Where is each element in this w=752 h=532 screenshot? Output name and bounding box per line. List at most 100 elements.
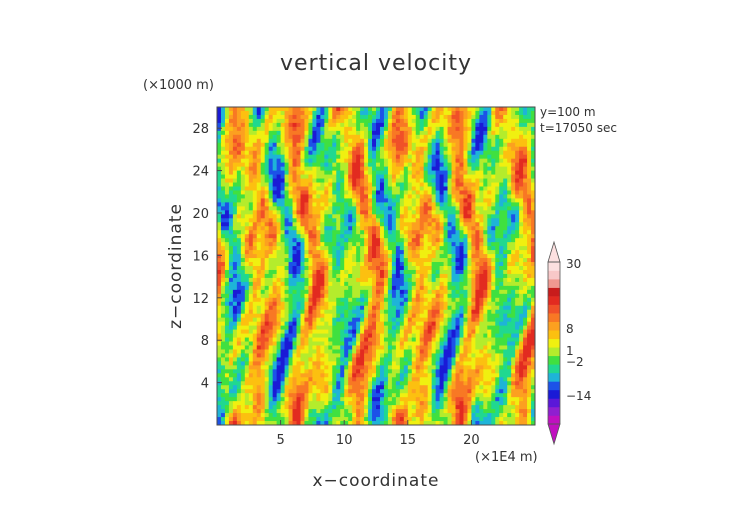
heatmap-cell <box>352 218 357 223</box>
heatmap-cell <box>427 194 433 199</box>
heatmap-cell <box>344 142 349 148</box>
heatmap-cell <box>447 194 453 199</box>
heatmap-cell <box>439 269 445 275</box>
heatmap-cell <box>356 242 361 247</box>
heatmap-cell <box>403 118 409 124</box>
heatmap-cell <box>483 234 488 239</box>
heatmap-cell <box>364 118 369 124</box>
heatmap-cell <box>523 198 528 203</box>
heatmap-cell <box>407 285 413 291</box>
heatmap-cell <box>248 166 254 172</box>
heatmap-cell <box>507 333 512 339</box>
heatmap-cell <box>232 238 238 243</box>
heatmap-cell <box>435 226 441 231</box>
heatmap-cell <box>232 333 238 339</box>
heatmap-cell <box>431 345 437 350</box>
heatmap-cell <box>304 277 309 283</box>
heatmap-cell <box>328 246 333 251</box>
heatmap-cell <box>264 142 270 148</box>
heatmap-cell <box>487 266 492 271</box>
heatmap-cell <box>228 154 234 160</box>
heatmap-cell <box>503 138 508 144</box>
heatmap-cell <box>515 214 520 219</box>
heatmap-cell <box>499 277 504 283</box>
heatmap-cell <box>217 142 222 148</box>
heatmap-cell <box>328 297 333 303</box>
heatmap-cell <box>447 230 453 235</box>
heatmap-cell <box>411 317 417 323</box>
heatmap-cell <box>391 289 397 295</box>
heatmap-cell <box>455 266 460 271</box>
heatmap-cell <box>511 198 516 203</box>
heatmap-cell <box>252 138 258 144</box>
heatmap-cell <box>419 250 425 255</box>
heatmap-cell <box>387 107 393 112</box>
heatmap-cell <box>364 107 369 112</box>
heatmap-cell <box>507 122 512 128</box>
heatmap-cell <box>455 305 460 311</box>
heatmap-cell <box>383 146 389 152</box>
heatmap-cell <box>276 230 282 235</box>
heatmap-cell <box>431 305 437 311</box>
heatmap-cell <box>332 353 337 358</box>
heatmap-cell <box>399 226 405 231</box>
heatmap-cell <box>439 266 445 271</box>
heatmap-cell <box>217 214 222 219</box>
heatmap-cell <box>511 269 516 275</box>
heatmap-cell <box>403 242 409 247</box>
heatmap-cell <box>224 277 230 283</box>
heatmap-cell <box>292 349 297 354</box>
heatmap-cell <box>447 313 453 319</box>
heatmap-cell <box>324 345 329 350</box>
heatmap-cell <box>391 170 397 176</box>
heatmap-cell <box>276 122 282 128</box>
heatmap-cell <box>439 281 445 287</box>
heatmap-cell <box>475 337 480 343</box>
heatmap-cell <box>228 321 234 327</box>
heatmap-cell <box>240 122 246 128</box>
heatmap-cell <box>312 174 317 180</box>
heatmap-cell <box>419 114 425 120</box>
heatmap-cell <box>467 222 472 227</box>
heatmap-cell <box>527 110 532 116</box>
heatmap-cell <box>499 234 504 239</box>
heatmap-cell <box>403 313 409 319</box>
heatmap-cell <box>328 285 333 291</box>
heatmap-cell <box>324 130 329 136</box>
heatmap-cell <box>495 130 500 136</box>
heatmap-cell <box>256 174 262 180</box>
heatmap-cell <box>443 238 449 243</box>
heatmap-cell <box>443 154 449 160</box>
heatmap-cell <box>415 262 421 267</box>
heatmap-cell <box>503 313 508 319</box>
heatmap-cell <box>467 281 472 287</box>
heatmap-cell <box>364 134 369 140</box>
heatmap-cell <box>248 285 254 291</box>
heatmap-cell <box>443 202 449 207</box>
heatmap-cell <box>280 210 286 215</box>
heatmap-cell <box>217 281 222 287</box>
heatmap-cell <box>499 150 504 156</box>
heatmap-cell <box>264 329 270 335</box>
heatmap-cell <box>519 226 524 231</box>
heatmap-cell <box>403 122 409 128</box>
heatmap-cell <box>403 126 409 132</box>
heatmap-cell <box>376 321 381 327</box>
heatmap-cell <box>240 222 246 227</box>
heatmap-cell <box>340 281 345 287</box>
heatmap-cell <box>332 210 337 215</box>
heatmap-cell <box>308 345 313 350</box>
heatmap-cell <box>447 301 453 307</box>
heatmap-cell <box>316 266 321 271</box>
heatmap-cell <box>411 154 417 160</box>
heatmap-cell <box>376 305 381 311</box>
heatmap-cell <box>463 226 468 231</box>
heatmap-cell <box>220 277 226 283</box>
heatmap-cell <box>463 222 468 227</box>
heatmap-cell <box>427 222 433 227</box>
heatmap-cell <box>372 333 377 339</box>
heatmap-cell <box>435 138 441 144</box>
heatmap-cell <box>272 297 278 303</box>
heatmap-cell <box>340 186 345 191</box>
heatmap-cell <box>256 250 262 255</box>
